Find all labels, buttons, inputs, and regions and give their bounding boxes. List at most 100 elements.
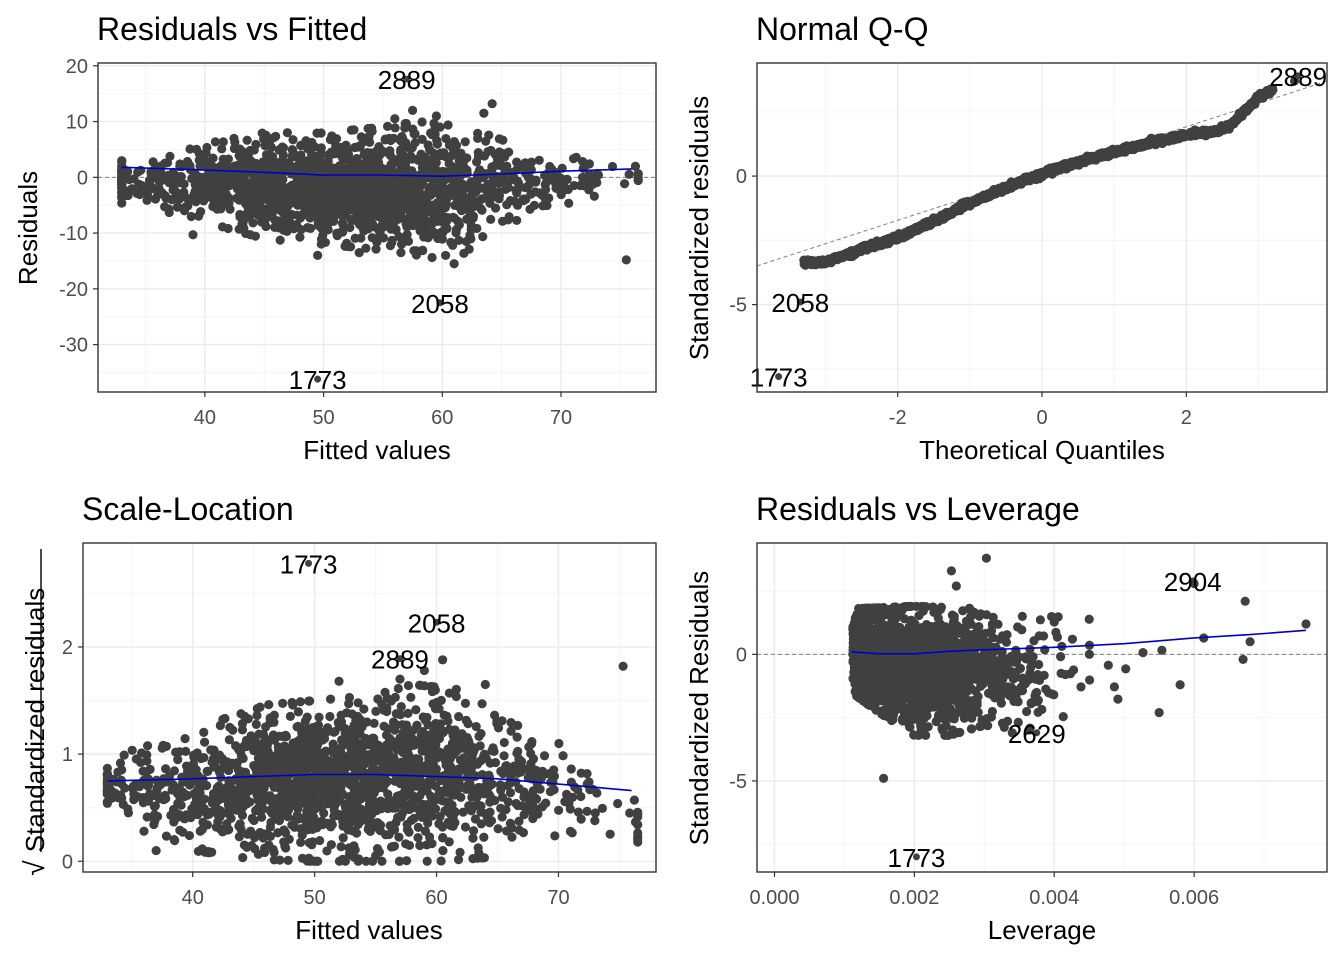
data-point bbox=[315, 835, 325, 846]
data-point bbox=[264, 138, 274, 148]
data-point bbox=[295, 232, 305, 242]
data-point bbox=[525, 204, 535, 214]
data-point bbox=[137, 181, 147, 191]
data-point bbox=[292, 210, 302, 220]
outlier-point bbox=[390, 114, 400, 124]
data-point bbox=[421, 223, 432, 234]
data-point bbox=[432, 135, 442, 146]
data-point bbox=[534, 155, 544, 165]
data-point bbox=[196, 207, 206, 217]
data-point bbox=[275, 176, 286, 186]
data-point bbox=[400, 119, 410, 129]
data-point bbox=[161, 831, 172, 841]
data-point bbox=[493, 723, 504, 733]
x-tick-label: 70 bbox=[550, 407, 572, 429]
data-point bbox=[313, 856, 323, 866]
data-point bbox=[150, 194, 161, 204]
data-point bbox=[408, 124, 418, 134]
data-point bbox=[630, 161, 641, 171]
data-point bbox=[218, 154, 228, 164]
outlier-point bbox=[164, 207, 174, 218]
data-point bbox=[396, 136, 406, 146]
data-point bbox=[282, 158, 292, 168]
panel-residuals-vs-leverage: Residuals vs Leverage Leverage Standardi… bbox=[684, 491, 1096, 945]
data-point bbox=[478, 232, 488, 242]
data-point bbox=[319, 808, 329, 818]
data-point bbox=[185, 144, 195, 154]
data-point bbox=[466, 195, 476, 205]
data-point bbox=[456, 148, 466, 158]
data-point bbox=[224, 809, 234, 819]
data-point bbox=[305, 156, 315, 166]
data-point bbox=[325, 694, 336, 704]
data-point bbox=[448, 175, 458, 185]
data-point bbox=[380, 687, 390, 698]
data-point bbox=[437, 176, 447, 186]
data-point bbox=[498, 769, 508, 779]
data-point bbox=[412, 218, 422, 228]
data-point bbox=[371, 706, 381, 716]
data-point bbox=[186, 211, 196, 222]
data-point bbox=[331, 172, 341, 182]
data-point bbox=[323, 150, 333, 160]
data-point bbox=[456, 188, 466, 198]
data-point bbox=[390, 123, 400, 133]
data-point bbox=[361, 243, 371, 253]
data-point bbox=[475, 165, 485, 175]
data-point bbox=[242, 150, 252, 160]
y-tick-label: 10 bbox=[66, 112, 88, 134]
data-point bbox=[332, 231, 342, 241]
panel-normal-qq: Normal Q-Q Theoretical Quantiles Standar… bbox=[684, 11, 1165, 465]
data-point bbox=[416, 810, 427, 821]
data-point bbox=[210, 200, 220, 211]
data-point bbox=[117, 168, 127, 178]
data-point bbox=[180, 734, 190, 744]
outlier-point bbox=[313, 250, 323, 260]
outlier-point bbox=[487, 99, 497, 109]
data-point bbox=[210, 137, 220, 147]
data-point bbox=[124, 174, 134, 185]
data-point bbox=[367, 126, 377, 136]
data-point bbox=[576, 814, 586, 824]
data-point bbox=[206, 807, 216, 817]
data-point bbox=[399, 178, 409, 188]
outlier-point bbox=[621, 255, 631, 265]
data-point bbox=[217, 144, 227, 154]
data-point bbox=[246, 731, 256, 741]
data-point bbox=[499, 751, 509, 761]
data-point bbox=[502, 826, 512, 836]
data-point bbox=[303, 144, 313, 154]
data-point bbox=[564, 198, 574, 208]
data-point bbox=[353, 698, 363, 708]
point-label: 2058 bbox=[411, 289, 469, 319]
data-point bbox=[245, 210, 255, 220]
data-point bbox=[505, 788, 516, 798]
labeled-point bbox=[1294, 72, 1302, 80]
y-tick-label: -10 bbox=[59, 223, 88, 245]
data-point bbox=[385, 150, 396, 161]
data-point bbox=[293, 160, 304, 170]
data-point bbox=[252, 703, 262, 714]
data-point bbox=[447, 738, 458, 748]
data-point bbox=[520, 194, 530, 204]
data-point bbox=[316, 239, 326, 249]
data-point bbox=[285, 711, 295, 721]
x-tick-label: 40 bbox=[194, 407, 216, 429]
data-point bbox=[183, 201, 193, 211]
data-point bbox=[230, 137, 240, 147]
data-point bbox=[142, 812, 152, 822]
data-point bbox=[429, 213, 440, 223]
data-point bbox=[262, 829, 272, 839]
data-point bbox=[513, 184, 523, 194]
data-point bbox=[275, 235, 285, 245]
data-point bbox=[220, 713, 230, 724]
data-point bbox=[336, 790, 347, 801]
data-point bbox=[481, 136, 491, 146]
data-point bbox=[405, 186, 415, 196]
data-point bbox=[490, 160, 500, 171]
data-point bbox=[531, 177, 541, 187]
data-point bbox=[454, 155, 464, 166]
data-point bbox=[197, 155, 207, 166]
x-tick-label: 50 bbox=[312, 407, 334, 429]
